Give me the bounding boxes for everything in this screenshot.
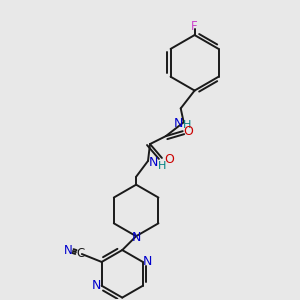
Text: N: N	[174, 117, 183, 130]
Text: N: N	[64, 244, 72, 256]
Text: N: N	[131, 231, 141, 244]
Text: N: N	[148, 156, 158, 170]
Text: C: C	[77, 247, 85, 260]
Text: O: O	[184, 125, 194, 138]
Text: O: O	[164, 153, 174, 167]
Text: N: N	[92, 279, 101, 292]
Text: H: H	[182, 120, 191, 130]
Text: N: N	[143, 256, 152, 268]
Text: F: F	[191, 20, 198, 33]
Text: H: H	[158, 161, 166, 171]
